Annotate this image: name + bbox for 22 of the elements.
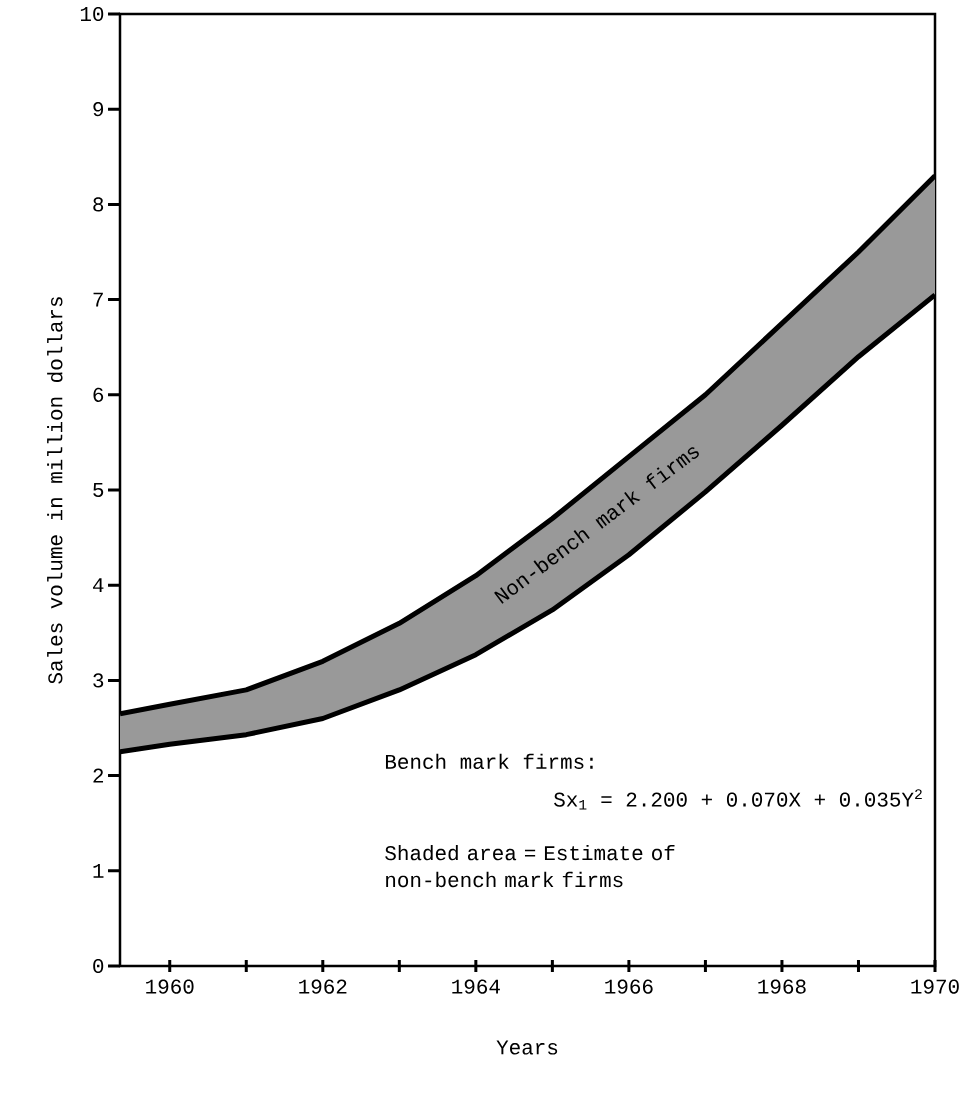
annotation: Bench mark firms: xyxy=(385,753,593,769)
y-tick-label: 3 xyxy=(93,673,104,688)
y-tick-label: 1 xyxy=(93,863,104,878)
x-tick-label: 1970 xyxy=(911,979,959,994)
x-tick-label: 1962 xyxy=(299,979,347,994)
x-tick-label: 1966 xyxy=(605,979,653,994)
y-tick-label: 10 xyxy=(80,6,104,22)
y-tick-label: 6 xyxy=(93,387,104,402)
x-tick-label: 1964 xyxy=(452,979,500,994)
x-axis-title: Years xyxy=(496,1040,558,1055)
x-tick-label: 1960 xyxy=(146,979,194,994)
y-tick-label: 2 xyxy=(93,768,104,783)
y-tick-label: 7 xyxy=(93,292,103,307)
y-tick-label: 9 xyxy=(93,102,104,117)
y-tick-label: 0 xyxy=(93,958,104,974)
y-axis-title: Sales volume in million dollars xyxy=(47,297,63,684)
x-tick-label: 1968 xyxy=(758,979,806,994)
y-tick-label: 5 xyxy=(93,483,104,497)
annotation: Sx$_{1}$ = 2.200 + 0.070X + 0.035Y$^{2}$ xyxy=(554,789,922,810)
y-tick-label: 4 xyxy=(92,578,104,593)
y-tick-label: 8 xyxy=(93,197,104,212)
annotation: Shaded area = Estimate of non-bench mark firms xyxy=(385,844,675,888)
